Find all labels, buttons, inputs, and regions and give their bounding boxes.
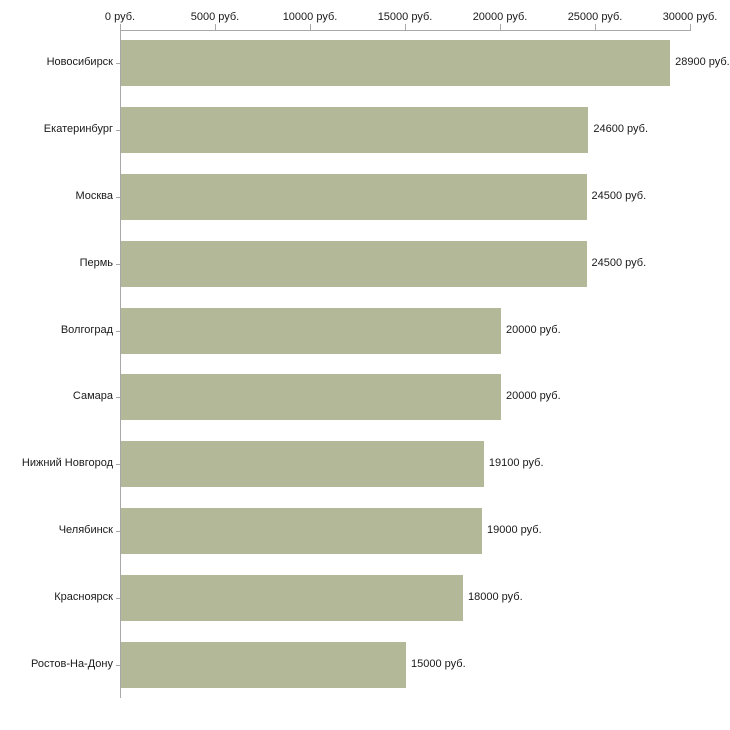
y-axis-line: [120, 30, 121, 698]
bar: [121, 174, 587, 220]
x-tick-mark: [595, 24, 596, 31]
value-label: 28900 руб.: [675, 56, 730, 69]
bar: [121, 107, 589, 154]
x-tick-mark: [690, 24, 691, 31]
value-label: 18000 руб.: [468, 590, 523, 603]
y-tick-mark: [116, 397, 120, 399]
category-label: Ростов-На-Дону: [30, 657, 113, 670]
x-tick-mark: [500, 24, 501, 31]
x-tick-label: 25000 руб.: [567, 11, 623, 23]
x-tick-label: 30000 руб.: [662, 11, 718, 23]
y-tick-mark: [116, 597, 120, 599]
value-label: 20000 руб.: [506, 390, 561, 403]
y-tick-mark: [116, 263, 120, 265]
category-label: Самара: [72, 390, 113, 403]
y-tick-mark: [116, 664, 120, 666]
bar: [121, 240, 587, 287]
bar: [121, 574, 463, 621]
value-label: 24600 руб.: [593, 123, 649, 136]
x-tick-label: 20000 руб.: [472, 11, 528, 23]
category-label: Пермь: [79, 256, 113, 269]
y-tick-mark: [116, 130, 120, 132]
value-label: 24500 руб.: [591, 256, 647, 269]
bar: [121, 374, 501, 421]
x-tick-mark: [120, 24, 121, 31]
y-tick-mark: [116, 330, 120, 332]
category-label: Екатеринбург: [43, 123, 113, 136]
y-tick-mark: [116, 63, 120, 65]
y-tick-mark: [116, 464, 120, 466]
value-label: 24500 руб.: [591, 190, 647, 202]
x-tick-label: 0 руб.: [104, 11, 136, 23]
bar: [121, 40, 671, 87]
y-tick-mark: [116, 531, 120, 532]
x-tick-mark: [310, 24, 311, 31]
value-label: 15000 руб.: [411, 657, 466, 670]
bar: [121, 307, 501, 354]
value-label: 19000 руб.: [487, 524, 542, 536]
bar: [121, 508, 482, 554]
value-label: 19100 руб.: [488, 457, 544, 470]
bar: [121, 641, 406, 688]
category-label: Нижний Новгород: [21, 457, 113, 470]
x-tick-label: 10000 руб.: [282, 11, 338, 23]
category-label: Красноярск: [54, 590, 113, 603]
category-label: Челябинск: [58, 524, 113, 536]
bar: [121, 441, 484, 488]
x-tick-mark: [405, 24, 406, 31]
x-tick-label: 15000 руб.: [377, 11, 433, 23]
value-label: 20000 руб.: [506, 323, 561, 336]
x-tick-mark: [215, 24, 216, 31]
category-label: Новосибирск: [46, 56, 113, 69]
x-tick-label: 5000 руб.: [190, 11, 240, 23]
category-label: Москва: [75, 190, 113, 202]
category-label: Волгоград: [60, 323, 113, 336]
y-tick-mark: [116, 197, 120, 198]
